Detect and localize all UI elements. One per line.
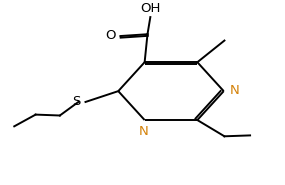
- Text: O: O: [105, 29, 115, 42]
- Text: N: N: [230, 84, 240, 97]
- Text: N: N: [138, 125, 148, 138]
- Text: OH: OH: [140, 2, 160, 15]
- Text: S: S: [72, 95, 80, 108]
